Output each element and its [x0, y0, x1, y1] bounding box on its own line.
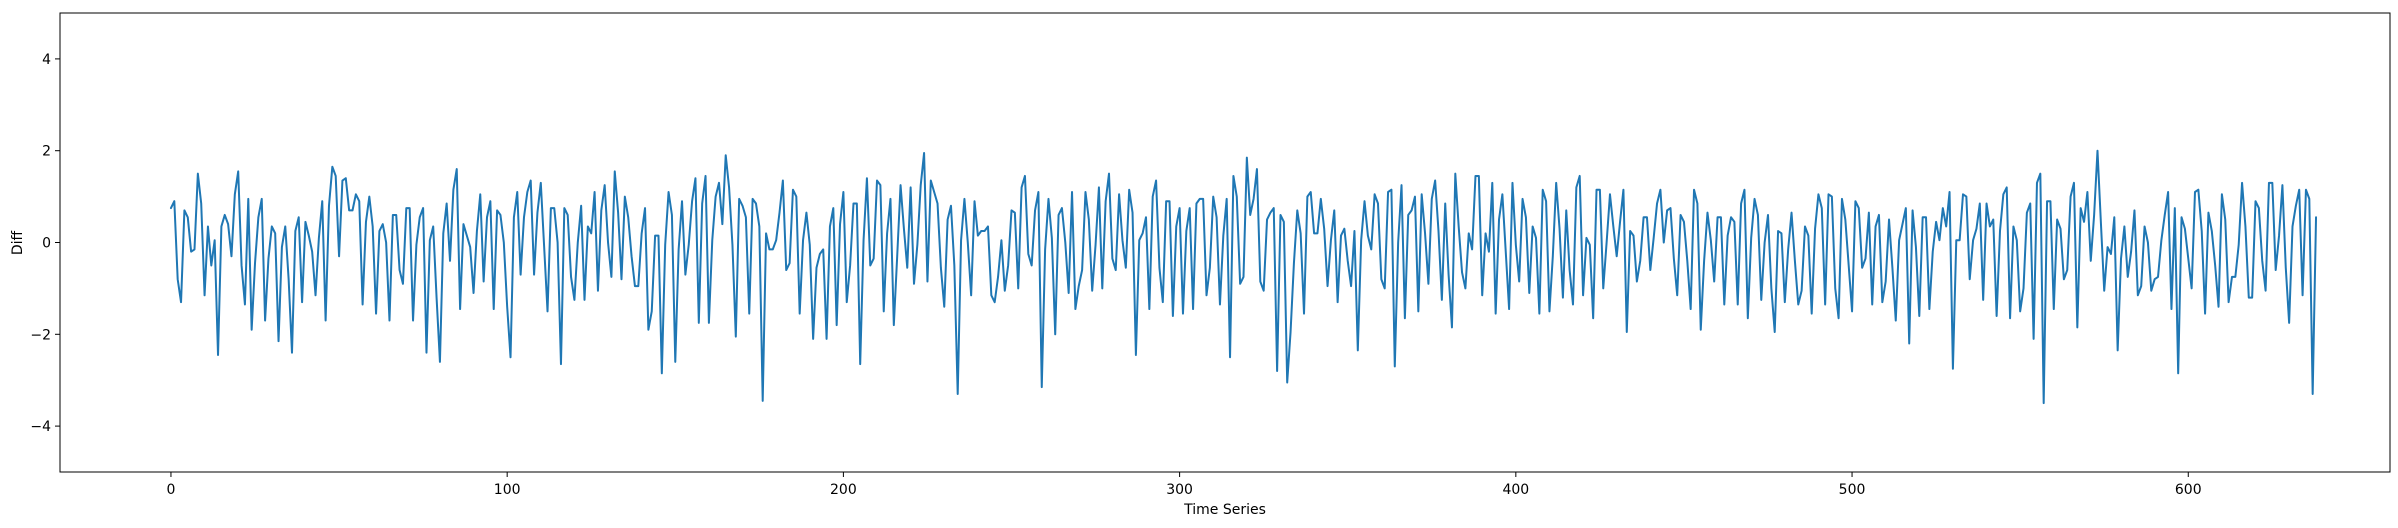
y-axis-label: Diff [10, 230, 26, 255]
x-tick-label: 400 [1502, 482, 1529, 498]
x-tick-label: 600 [2175, 482, 2202, 498]
y-tick-label: 0 [42, 236, 51, 252]
x-tick-label: 300 [1166, 482, 1193, 498]
series-line [169, 149, 2318, 405]
x-tick-label: 500 [1839, 482, 1866, 498]
y-axis-ticks: −4 −2 0 2 4 [30, 52, 60, 435]
x-tick-label: 100 [494, 482, 521, 498]
y-tick-label: −2 [30, 327, 51, 343]
y-tick-label: 2 [42, 144, 51, 160]
x-axis-ticks: 0 100 200 300 400 500 600 [166, 472, 2202, 498]
x-tick-label: 0 [166, 482, 175, 498]
y-tick-label: 4 [42, 52, 51, 68]
x-axis-label: Time Series [1183, 502, 1266, 518]
y-tick-label: −4 [30, 419, 51, 435]
x-tick-label: 200 [830, 482, 857, 498]
